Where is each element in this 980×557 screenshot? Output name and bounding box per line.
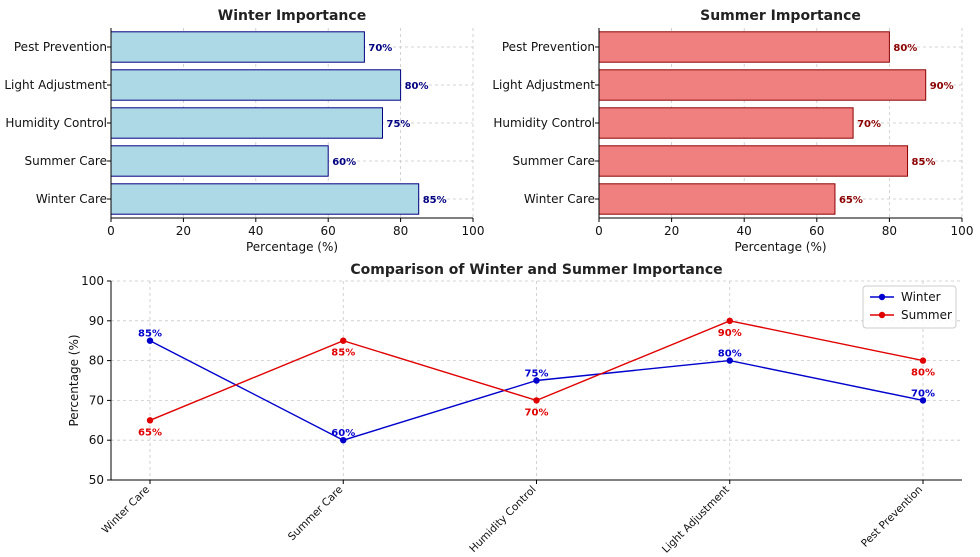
summer-title: Summer Importance	[700, 8, 861, 24]
line-xtick-label-winter-care: Winter Care	[100, 484, 153, 537]
winter-bar-label-summer-care: 60%	[332, 157, 356, 168]
series-label-summer-pest-prevention: 80%	[911, 368, 935, 379]
series-point-winter-summer-care	[340, 437, 347, 444]
winter-bar-pest-prevention	[110, 31, 365, 63]
series-label-winter-winter-care: 85%	[138, 329, 162, 340]
line-ytick-label: 100	[81, 274, 104, 288]
winter-category-label: Summer Care	[24, 154, 107, 168]
winter-category-label: Light Adjustment	[4, 78, 107, 92]
winter-bar-humidity-control	[110, 107, 383, 139]
series-point-winter-humidity-control	[533, 377, 540, 384]
winter-title: Winter Importance	[218, 8, 366, 24]
summer-bar-label-humidity-control: 70%	[857, 119, 881, 130]
summer-category-label: Light Adjustment	[492, 78, 595, 92]
legend-marker-summer	[878, 311, 886, 319]
summer-xtick-label: 100	[951, 224, 974, 238]
summer-bar-light-adjustment	[598, 69, 927, 101]
winter-xtick-label: 20	[176, 224, 191, 238]
line-ytick-label: 60	[89, 433, 104, 447]
series-label-summer-light-adjustment: 90%	[718, 328, 742, 339]
summer-bar-label-summer-care: 85%	[912, 157, 936, 168]
series-point-winter-pest-prevention	[919, 397, 927, 404]
series-point-summer-pest-prevention	[919, 357, 927, 364]
line-ytick-label: 80	[89, 354, 104, 368]
series-point-winter-light-adjustment	[726, 357, 733, 364]
series-label-summer-winter-care: 65%	[138, 427, 162, 438]
summer-xtick-label: 60	[809, 224, 824, 238]
winter-bar-label-light-adjustment: 80%	[405, 81, 429, 92]
winter-xtick-label: 60	[321, 224, 336, 238]
series-label-winter-humidity-control: 75%	[525, 369, 549, 380]
winter-category-label: Pest Prevention	[14, 40, 107, 54]
comparison-line-chart: 50 60 70 80 90 100 Winter Care Summer Care Humid…	[67, 262, 962, 556]
winter-xtick-label: 40	[248, 224, 263, 238]
series-point-summer-light-adjustment	[726, 317, 733, 324]
winter-importance-chart: 85% Winter Care 60% Summer Care 75% Humidity …	[4, 8, 484, 254]
winter-bar-summer-care	[110, 145, 329, 177]
summer-importance-chart: 65% Winter Care 85% Summer Care 70% Humidity …	[492, 8, 973, 254]
line-xtick-label-pest-prevention: Pest Prevention	[859, 484, 925, 550]
series-label-winter-pest-prevention: 70%	[911, 388, 935, 399]
winter-xtick-label: 100	[462, 224, 485, 238]
summer-xtick-label: 20	[664, 224, 679, 238]
summer-bar-label-winter-care: 65%	[839, 195, 863, 206]
line-ytick-label: 90	[89, 314, 104, 328]
winter-category-label: Humidity Control	[5, 116, 107, 130]
line-ylabel: Percentage (%)	[67, 334, 81, 426]
summer-bar-label-light-adjustment: 90%	[930, 81, 954, 92]
summer-xtick-label: 0	[595, 224, 603, 238]
series-label-summer-humidity-control: 70%	[525, 407, 549, 418]
legend-marker-winter	[878, 293, 886, 301]
winter-xlabel: Percentage (%)	[246, 240, 338, 254]
series-point-summer-summer-care	[340, 337, 347, 344]
winter-xtick-label: 0	[107, 224, 115, 238]
summer-bar-winter-care	[598, 183, 836, 215]
line-title: Comparison of Winter and Summer Importan…	[350, 262, 722, 278]
summer-category-label: Humidity Control	[493, 116, 595, 130]
summer-xtick-label: 80	[882, 224, 897, 238]
series-point-winter-winter-care	[146, 337, 154, 344]
series-label-summer-summer-care: 85%	[331, 348, 355, 359]
winter-bar-label-humidity-control: 75%	[387, 119, 411, 130]
winter-category-label: Winter Care	[36, 192, 107, 206]
summer-bar-summer-care	[598, 145, 909, 177]
summer-bar-pest-prevention	[598, 31, 890, 63]
line-xtick-label-summer-care: Summer Care	[286, 484, 346, 544]
winter-xtick-label: 80	[393, 224, 408, 238]
summer-bar-humidity-control	[598, 107, 854, 139]
line-xtick-label-humidity-control: Humidity Control	[467, 484, 538, 555]
summer-xlabel: Percentage (%)	[734, 240, 826, 254]
winter-bar-light-adjustment	[110, 69, 402, 101]
line-xtick-label-light-adjustment: Light Adjustment	[660, 484, 732, 556]
winter-bar-winter-care	[110, 183, 420, 215]
line-ytick-label: 70	[89, 393, 104, 407]
summer-category-label: Winter Care	[524, 192, 595, 206]
line-ytick-label: 50	[89, 473, 104, 487]
series-point-summer-winter-care	[146, 417, 154, 424]
winter-bar-label-winter-care: 85%	[423, 195, 447, 206]
series-label-winter-summer-care: 60%	[331, 428, 355, 439]
summer-category-label: Pest Prevention	[502, 40, 595, 54]
legend-label-winter: Winter	[901, 290, 941, 304]
winter-bar-label-pest-prevention: 70%	[368, 43, 392, 54]
summer-category-label: Summer Care	[512, 154, 595, 168]
summer-bar-label-pest-prevention: 80%	[893, 43, 917, 54]
legend-label-summer: Summer	[901, 308, 952, 322]
summer-xtick-label: 40	[737, 224, 752, 238]
series-label-winter-light-adjustment: 80%	[718, 349, 742, 360]
series-point-summer-humidity-control	[533, 397, 540, 404]
